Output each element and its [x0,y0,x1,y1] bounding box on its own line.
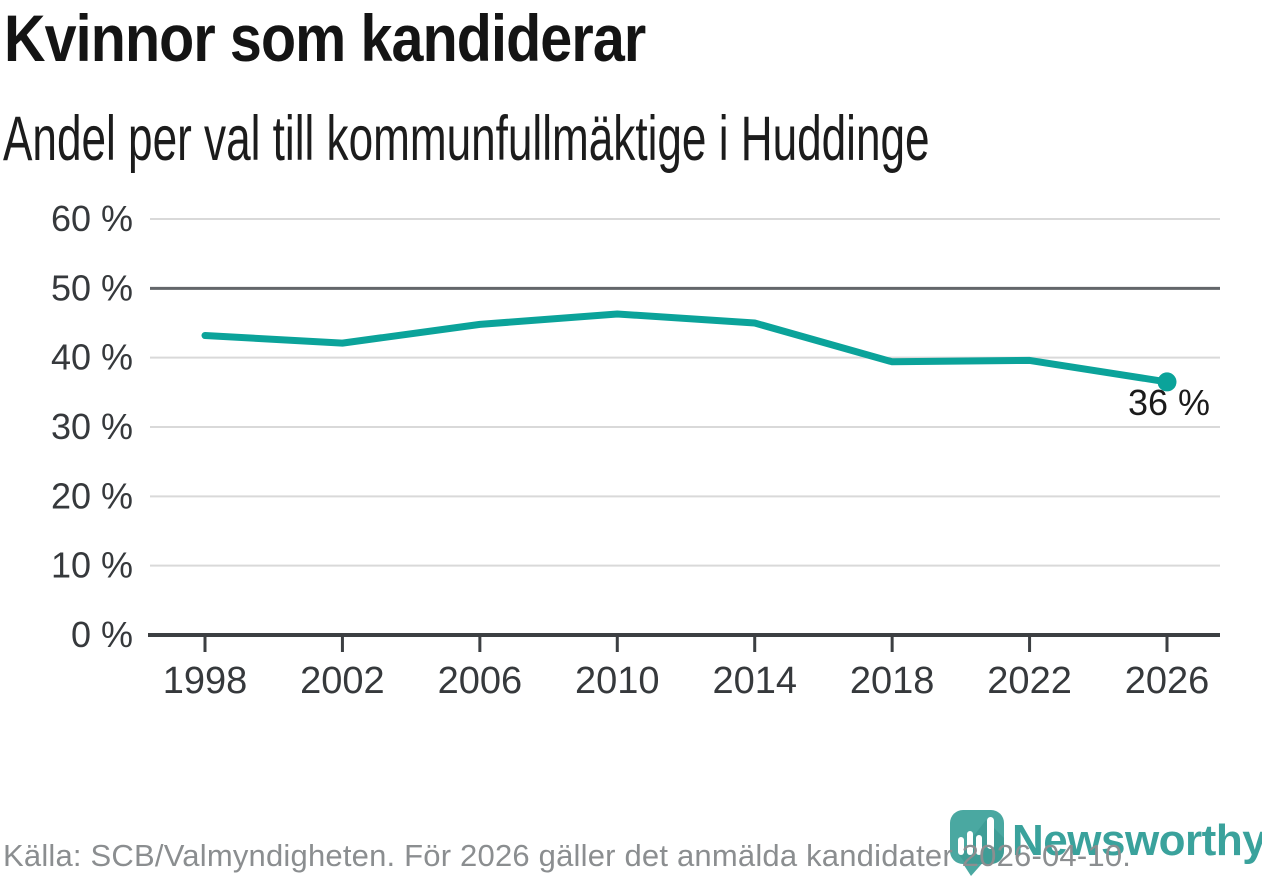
x-tick-label: 2022 [987,660,1072,702]
y-tick-label: 30 % [51,406,133,447]
end-value-label: 36 % [1128,382,1210,423]
logo-bars-icon [958,817,994,855]
chart-title: Kvinnor som kandiderar [4,1,646,75]
y-tick-label: 40 % [51,337,133,378]
chart-subtitle: Andel per val till kommunfullmäktige i H… [3,104,930,174]
end-point-marker [1157,372,1177,392]
y-tick-label: 0 % [71,614,133,655]
y-tick-label: 60 % [51,198,133,239]
y-tick-label: 10 % [51,545,133,586]
x-tick-label: 2002 [300,660,385,702]
x-tick-label: 2018 [850,660,935,702]
x-tick-label: 1998 [163,660,248,702]
y-tick-label: 20 % [51,475,133,516]
x-tick-label: 2026 [1125,660,1210,702]
x-tick-label: 2010 [575,660,660,702]
data-line [201,310,1171,386]
y-tick-label: 50 % [51,267,133,308]
newsworthy-logo: Newsworthy [950,810,1262,877]
newsworthy-logo-icon [950,810,1004,876]
newsworthy-wordmark: Newsworthy [1012,816,1262,865]
x-tick-label: 2014 [712,660,797,702]
x-tick-label: 2006 [438,660,523,702]
source-note: Källa: SCB/Valmyndigheten. För 2026 gäll… [3,838,1132,873]
